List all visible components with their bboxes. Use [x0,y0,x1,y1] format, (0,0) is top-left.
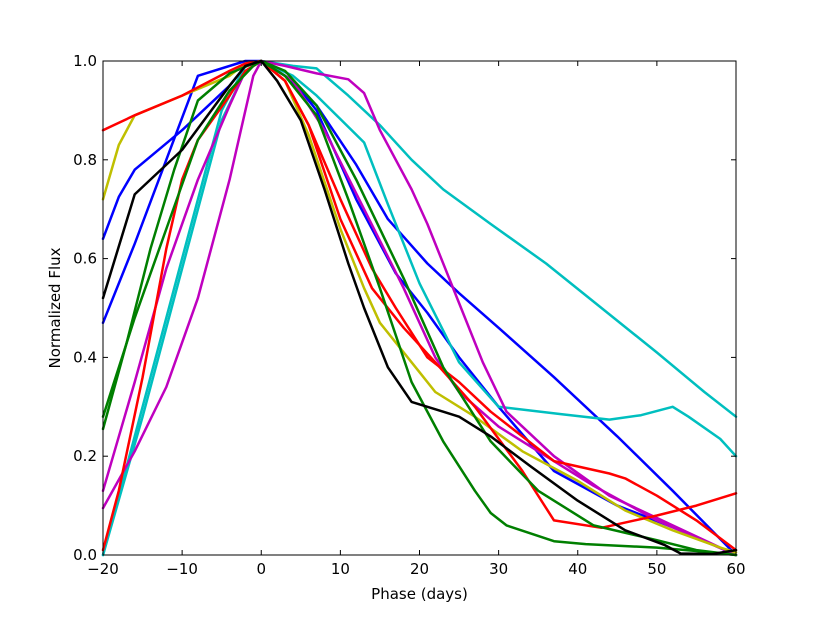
y-tick-label: 0.8 [73,151,97,169]
x-tick-label: 30 [489,560,508,578]
x-tick-label: −20 [87,560,119,578]
y-tick-label: 0.4 [73,348,97,366]
series-line-2 [101,59,738,557]
series-line-4 [101,59,738,557]
series-line-9 [101,59,738,552]
x-tick-label: −10 [166,560,198,578]
series-line-7 [101,59,738,554]
y-tick-label: 0.2 [73,447,97,465]
series-line-8 [101,59,738,552]
x-tick-label: 40 [568,560,587,578]
series-layer [101,59,738,557]
y-tick-label: 0.6 [73,250,97,268]
series-line-5 [101,59,738,557]
axes-frame [102,60,737,556]
y-axis-label: Normalized Flux [46,247,64,368]
x-tick-label: 20 [410,560,429,578]
x-tick-label: 10 [331,560,350,578]
x-tick-label: 50 [647,560,666,578]
y-tick-label: 1.0 [73,52,97,70]
x-tick-label: 60 [726,560,745,578]
series-line-6 [101,59,738,557]
series-line-12 [101,59,738,556]
series-line-10 [101,59,738,557]
x-tick-label: 0 [256,560,266,578]
ticks-layer: −20 −10 0 10 20 30 40 50 60 0.0 0.2 0.4 0.6 0.8 1.0 [73,52,745,578]
y-tick-label: 0.0 [73,546,97,564]
x-axis-label: Phase (days) [371,585,468,603]
series-line-1 [101,59,738,557]
series-line-3 [101,59,738,557]
series-line-11 [101,59,738,557]
